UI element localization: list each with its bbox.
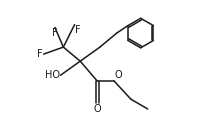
Text: F: F <box>75 25 81 35</box>
Text: F: F <box>52 28 58 38</box>
Text: HO: HO <box>45 70 60 80</box>
Text: F: F <box>37 49 43 59</box>
Text: O: O <box>115 70 122 80</box>
Text: O: O <box>93 104 101 114</box>
